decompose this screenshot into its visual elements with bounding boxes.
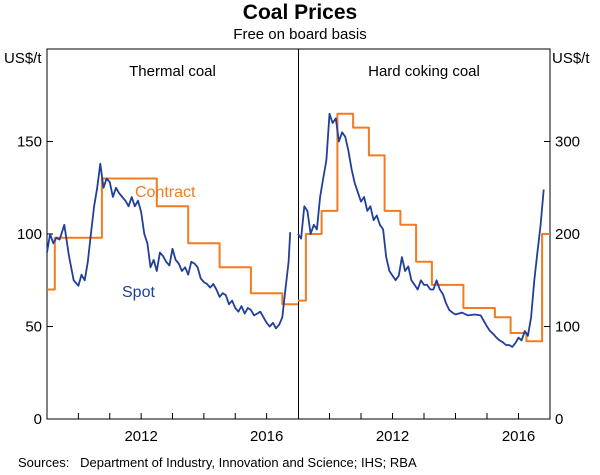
- series-label-contract: Contract: [135, 184, 196, 201]
- source-note: Sources: Department of Industry, Innovat…: [18, 455, 417, 470]
- y-tick-label: 100: [17, 226, 42, 243]
- y-tick-label: 50: [25, 319, 42, 336]
- chart-title: Coal Prices: [242, 1, 358, 24]
- series-label-spot: Spot: [122, 284, 155, 301]
- y-tick-label: 200: [555, 226, 580, 243]
- panel-title-coking: Hard coking coal: [368, 63, 480, 80]
- thermal-contract-line: [47, 177, 298, 306]
- panel-title-thermal: Thermal coal: [129, 63, 216, 80]
- y-unit-label-right: US$/t: [552, 50, 590, 67]
- x-tick-label: 2016: [502, 428, 535, 445]
- coking-contract-line: [298, 112, 550, 343]
- y-tick-label: 150: [17, 134, 42, 151]
- y-tick-label: 100: [555, 319, 580, 336]
- chart-subtitle: Free on board basis: [233, 26, 367, 43]
- x-tick-label: 2012: [124, 428, 157, 445]
- y-tick-label: 300: [555, 134, 580, 151]
- y-unit-label-left: US$/t: [4, 50, 42, 67]
- x-tick-label: 2012: [376, 428, 409, 445]
- x-tick-label: 2016: [250, 428, 283, 445]
- thermal-spot-line: [46, 162, 292, 330]
- y-tick-label: 0: [555, 411, 563, 428]
- coking-spot-line: [297, 112, 545, 348]
- y-tick-label: 0: [34, 411, 42, 428]
